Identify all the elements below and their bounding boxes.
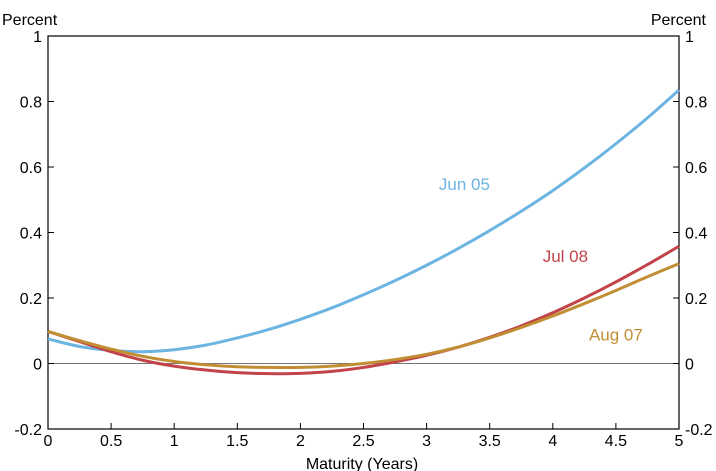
y-tick-label-left: 0.6 [20, 160, 42, 177]
y-tick-label-right: 0.6 [685, 160, 707, 177]
x-tick-label: 3.5 [479, 433, 501, 450]
series-annotation-aug-07: Aug 07 [589, 326, 643, 345]
y-tick-label-left: 0 [33, 357, 42, 374]
x-tick-label: 2.5 [352, 433, 374, 450]
y-tick-label-right: 0 [685, 357, 694, 374]
y-tick-label-left: 0.2 [20, 291, 42, 308]
y-tick-label-left: 0.8 [20, 95, 42, 112]
y-axis-title-left: Percent [2, 12, 58, 29]
y-tick-label-right: 0.2 [685, 291, 707, 308]
y-tick-label-left: -0.2 [14, 422, 42, 439]
y-tick-label-right: 0.8 [685, 95, 707, 112]
x-tick-label: 4 [548, 433, 557, 450]
plot-frame [47, 35, 680, 430]
y-tick-label-left: 1 [33, 29, 42, 46]
tick-labels: 0 0.5 1 1.5 2 2.5 3 3.5 4 4.5 5-0.2 -0.20 00.2 0.20.4… [14, 29, 712, 450]
x-tick-label: 1 [170, 433, 179, 450]
y-tick-label-left: 0.4 [20, 226, 42, 243]
x-tick-label: 5 [675, 433, 684, 450]
series-annotation-jul-08: Jul 08 [543, 247, 588, 266]
series-annotation-jun-05: Jun 05 [439, 175, 490, 194]
x-tick-label: 2 [296, 433, 305, 450]
x-tick-label: 0.5 [100, 433, 122, 450]
x-tick-label: 1.5 [226, 433, 248, 450]
series-lines [47, 88, 680, 376]
x-tick-label: 4.5 [605, 433, 627, 450]
series-line-aug-07 [47, 262, 680, 370]
series-line-jun-05 [47, 88, 680, 354]
y-tick-label-right: -0.2 [685, 422, 713, 439]
x-tick-label: 0 [44, 433, 53, 450]
plot-border [47, 35, 680, 430]
y-tick-label-right: 0.4 [685, 226, 707, 243]
y-axis-title-right: Percent [651, 12, 707, 29]
tick-marks [47, 35, 680, 430]
series-annotations: Jun 05 Jul 08 Aug 07 [439, 175, 643, 345]
series-line-jul-08 [47, 244, 680, 376]
y-tick-label-right: 1 [685, 29, 694, 46]
x-axis-title: Maturity (Years) [306, 456, 418, 471]
x-tick-label: 3 [422, 433, 431, 450]
